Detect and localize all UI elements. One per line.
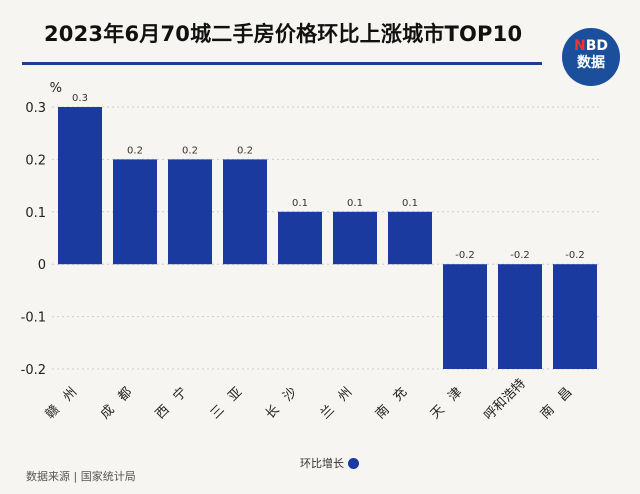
bar-赣州: [58, 107, 102, 265]
chart-title: 2023年6月70城二手房价格环比上涨城市TOP10: [44, 22, 523, 46]
data-label: 0.2: [182, 145, 198, 156]
bar-南昌: [553, 264, 597, 369]
y-tick-label: 0: [38, 258, 46, 273]
nbd-logo: NBD 数据: [562, 28, 620, 86]
x-tick-label: 三亚: [208, 376, 254, 422]
x-tick-label: 天津: [428, 376, 474, 422]
y-tick-label: 0.3: [25, 101, 46, 116]
x-tick-label: 赣州: [43, 376, 89, 422]
data-label: 0.1: [402, 198, 418, 209]
bar-天津: [443, 264, 487, 369]
y-tick-label: -0.1: [21, 311, 46, 326]
y-tick-label: 0.1: [25, 206, 46, 221]
y-tick-label: -0.2: [21, 363, 46, 378]
bar-三亚: [223, 159, 267, 265]
data-label: 0.1: [292, 198, 308, 209]
x-tick-label: 南昌: [537, 376, 584, 423]
legend: 环比增长: [300, 455, 359, 471]
data-label: 0.3: [72, 93, 88, 104]
legend-swatch: [348, 457, 359, 469]
bar-西宁: [168, 159, 212, 265]
title-underline: [22, 62, 542, 65]
x-tick-label: 兰州: [318, 376, 364, 422]
data-label: 0.2: [127, 145, 143, 156]
y-tick-label: 0.2: [25, 153, 46, 168]
x-tick-label: 西宁: [152, 376, 199, 423]
source-note: 数据来源 | 国家统计局: [26, 470, 136, 483]
data-label: -0.2: [510, 250, 530, 261]
bar-长沙: [278, 211, 322, 265]
x-tick-label: 南充: [372, 376, 419, 423]
bar-成都: [113, 159, 157, 265]
data-label: -0.2: [455, 250, 475, 261]
legend-label: 环比增长: [300, 457, 344, 470]
bar-南充: [388, 211, 432, 265]
bar-兰州: [333, 211, 377, 265]
data-label: 0.1: [347, 198, 363, 209]
x-tick-label: 长沙: [263, 376, 309, 422]
x-tick-label: 成都: [98, 376, 144, 422]
data-label: 0.2: [237, 145, 253, 156]
bar-呼和浩特: [498, 264, 542, 369]
data-label: -0.2: [565, 250, 585, 261]
y-axis-unit: %: [50, 81, 62, 96]
x-tick-label: 呼和浩特: [481, 376, 528, 423]
